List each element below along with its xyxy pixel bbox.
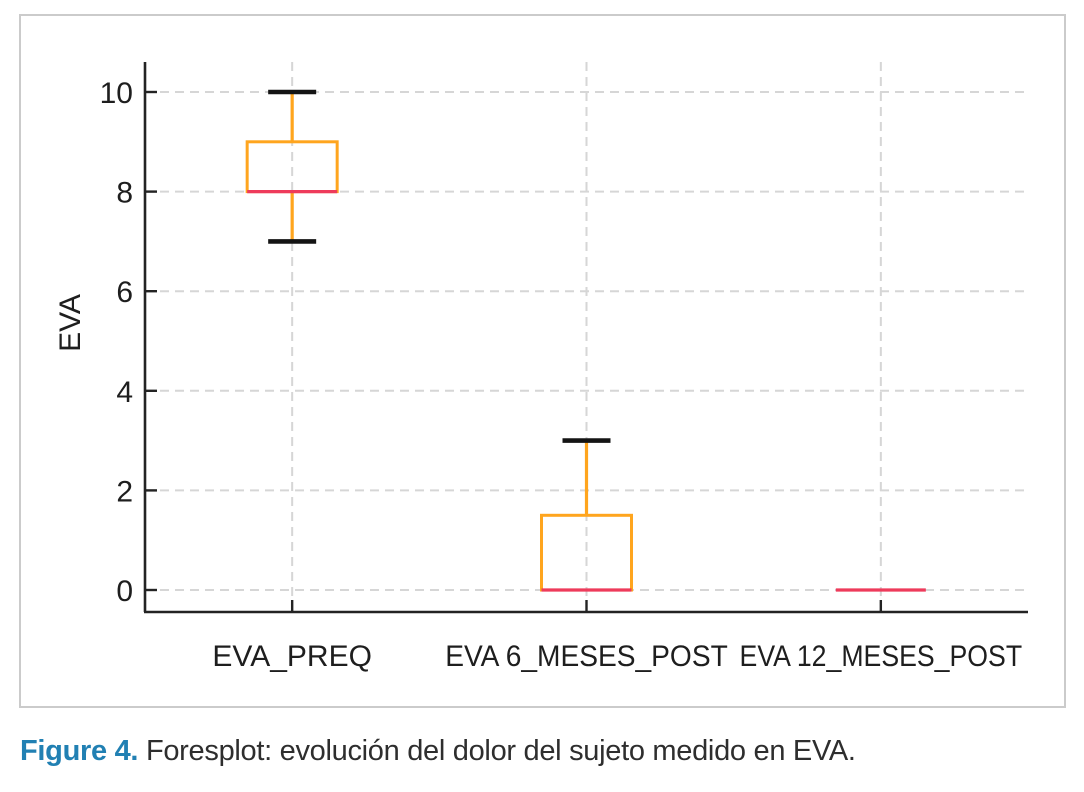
y-tick-label: 10 [100, 77, 133, 110]
boxplot-chart: 0 2 4 6 8 10 EVA_PREQ EVA 6_MESES_POST EVA 12_ME… [54, 62, 1028, 673]
y-tick-label: 4 [116, 376, 133, 409]
y-tick-label: 8 [116, 177, 133, 210]
y-tick-label: 6 [116, 276, 133, 309]
x-category-label: EVA_PREQ [212, 640, 372, 673]
figure-caption: Figure 4. Foresplot: evolución del dolor… [20, 735, 856, 768]
y-tick-label: 0 [116, 575, 133, 608]
figure-caption-text: Foresplot: evolución del dolor del sujet… [145, 735, 856, 767]
x-category-label: EVA 6_MESES_POST [445, 640, 728, 673]
y-tick-label: 2 [116, 475, 133, 508]
figure-caption-label: Figure 4. [20, 735, 139, 767]
y-axis-label: EVA [54, 294, 87, 352]
figure-frame: 0 2 4 6 8 10 EVA_PREQ EVA 6_MESES_POST EVA 12_ME… [19, 14, 1066, 708]
x-category-label: EVA 12_MESES_POST [740, 640, 1023, 673]
